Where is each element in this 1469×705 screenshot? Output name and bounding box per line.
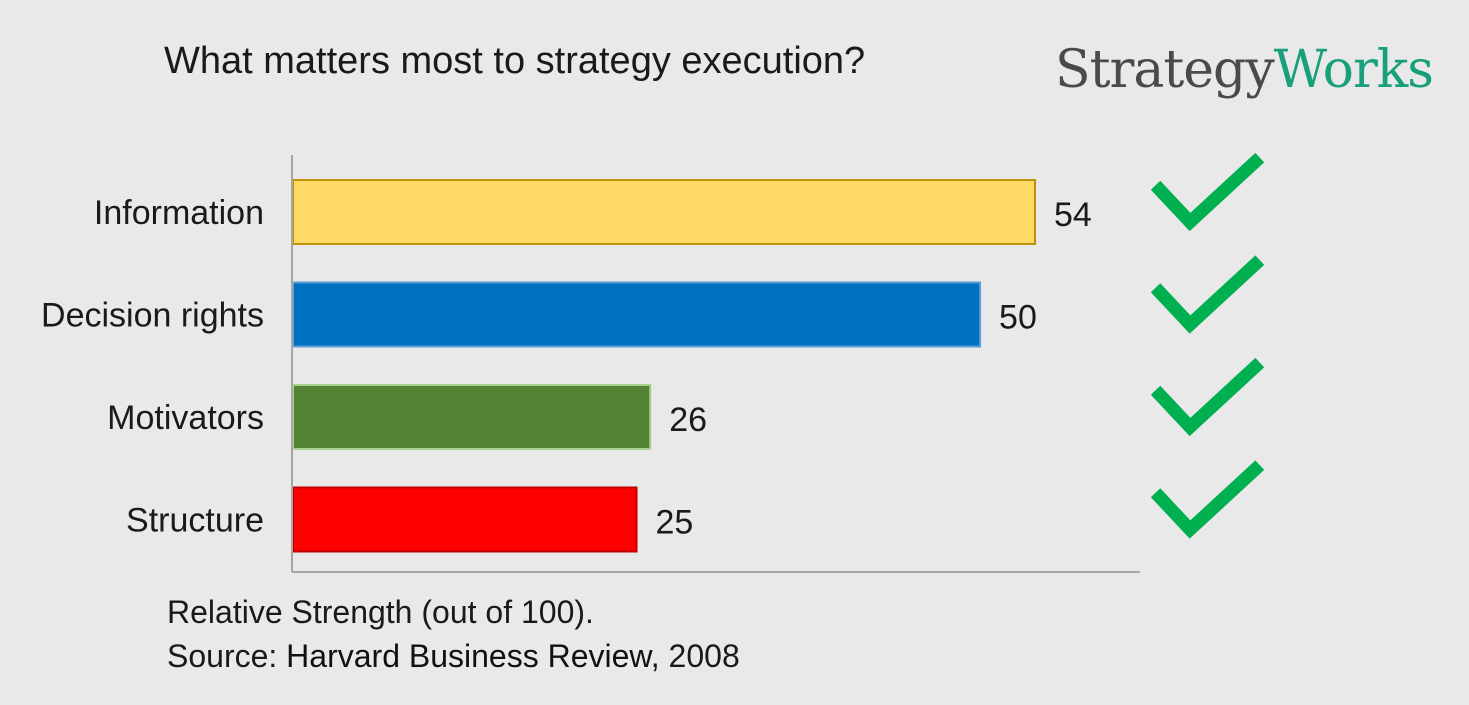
- checkmark-icon: [1150, 152, 1265, 232]
- bar-motivators: [292, 384, 652, 450]
- bar-decision-rights: [292, 281, 982, 348]
- category-label: Information: [94, 194, 264, 232]
- bar-information: [292, 179, 1036, 245]
- logo-part-works: Works: [1273, 40, 1434, 100]
- category-label: Structure: [126, 502, 264, 540]
- value-label: 26: [669, 401, 707, 439]
- checkmark-icon: [1150, 357, 1265, 437]
- strategyworks-logo: StrategyWorks: [1055, 40, 1434, 100]
- logo-part-strategy: Strategy: [1055, 40, 1275, 100]
- checkmark-icon: [1150, 255, 1265, 334]
- source-publication: Harvard Business Review: [286, 638, 651, 674]
- value-label: 25: [656, 504, 694, 542]
- value-label: 50: [999, 299, 1037, 337]
- checkmark-icon: [1150, 460, 1265, 539]
- chart-title: What matters most to strategy execution?: [164, 40, 866, 82]
- source-line: Source: Harvard Business Review, 2008: [167, 634, 740, 678]
- bars-group: Information 54 Decision rights 50 Motivators…: [41, 179, 1092, 553]
- value-label: 54: [1054, 196, 1092, 234]
- category-label: Decision rights: [41, 297, 264, 335]
- chart-footer: Relative Strength (out of 100). Source: …: [167, 590, 740, 678]
- bar-structure: [292, 486, 638, 553]
- category-label: Motivators: [107, 399, 264, 437]
- source-prefix: Source:: [167, 638, 287, 674]
- footnote-relative-strength: Relative Strength (out of 100).: [167, 594, 594, 630]
- source-suffix: , 2008: [650, 638, 740, 674]
- check-marks-group: [1150, 152, 1265, 539]
